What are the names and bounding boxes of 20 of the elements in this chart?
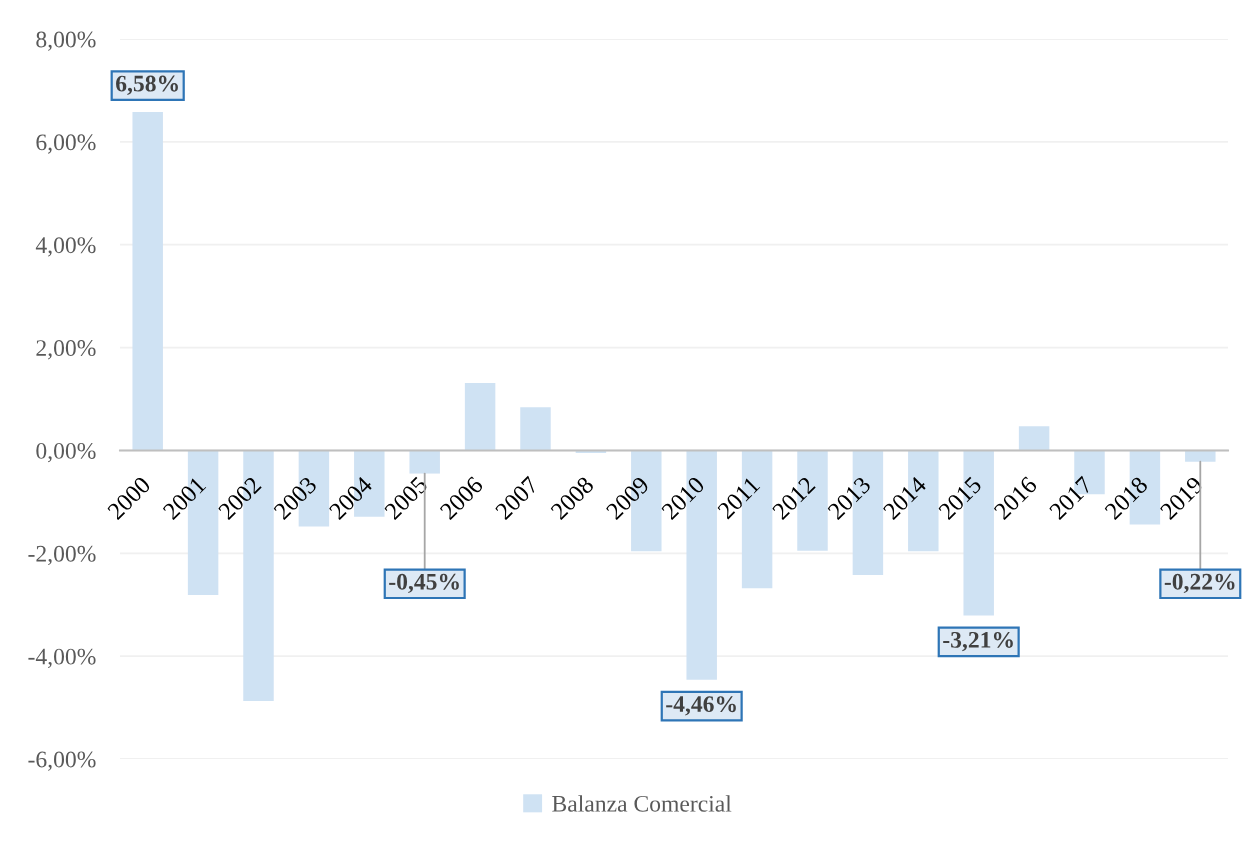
data-label: -0,45%: [389, 573, 459, 594]
data-label: -0,22%: [1164, 573, 1235, 594]
bar: [1185, 450, 1216, 462]
bar: [520, 407, 551, 451]
bar: [1018, 426, 1050, 451]
legend-label: Balanza Comercial: [552, 795, 732, 812]
bar: [464, 383, 496, 451]
y-tick-label: 8,00%: [36, 31, 96, 51]
y-tick-label: 6,00%: [36, 134, 96, 154]
y-tick-label: -6,00%: [28, 751, 96, 771]
bar: [132, 112, 163, 451]
y-tick-label: -4,00%: [28, 648, 96, 668]
y-tick-label: -2,00%: [28, 545, 96, 566]
data-label: -4,46%: [666, 696, 736, 716]
data-label: 6,58%: [116, 75, 178, 95]
y-tick-label: 4,00%: [35, 237, 96, 257]
y-tick-label: 0,00%: [36, 442, 96, 463]
bar: [409, 450, 440, 474]
y-tick-label: 2,00%: [36, 340, 96, 360]
data-label: -3,21%: [943, 631, 1013, 652]
